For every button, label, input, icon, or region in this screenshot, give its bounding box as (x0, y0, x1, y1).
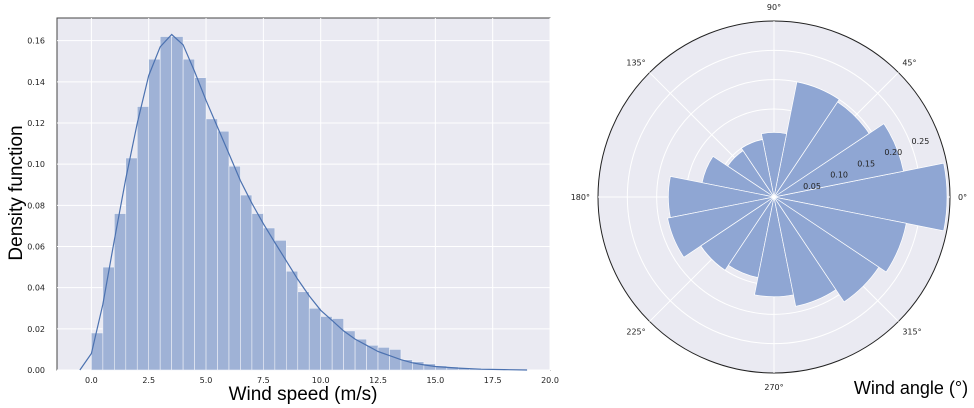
y-tick-label: 0.16 (27, 37, 45, 46)
polar-bar (773, 196, 907, 273)
histogram-bar (102, 266, 115, 371)
radial-tick-label: 0.05 (803, 182, 821, 191)
x-tick-label: 20.0 (541, 376, 559, 385)
x-tick-label: 5.0 (200, 376, 213, 385)
histogram-bar (308, 307, 321, 371)
histogram-bar (194, 77, 207, 371)
histogram-bar (251, 213, 264, 371)
radial-tick-label: 0.20 (884, 148, 902, 157)
angle-label: 90° (767, 3, 781, 12)
histogram-bar (274, 240, 287, 371)
histogram-bar (125, 157, 138, 371)
histogram-bar (389, 349, 402, 371)
histogram-bar (377, 347, 390, 371)
x-tick-label: 0.0 (85, 376, 98, 385)
histogram-bar (114, 213, 127, 371)
angle-label: 270° (764, 383, 783, 392)
histogram-bar (182, 58, 195, 371)
polar-bar (773, 123, 904, 198)
angle-label: 0° (958, 193, 967, 202)
y-tick-label: 0.00 (27, 366, 45, 375)
histogram-bar (343, 330, 356, 371)
y-tick-label: 0.06 (27, 242, 45, 251)
polar-bar (773, 162, 948, 232)
histogram-x-axis-label: Wind speed (m/s) (229, 384, 378, 405)
x-tick-label: 2.5 (142, 376, 155, 385)
angle-label: 135° (626, 59, 645, 68)
histogram-bar (91, 332, 104, 371)
histogram-bar (159, 36, 172, 371)
y-tick-label: 0.12 (27, 119, 45, 128)
angle-label: 180° (571, 193, 590, 202)
angle-label: 315° (902, 327, 921, 336)
histogram-y-axis-label: Density function (6, 125, 27, 260)
histogram-bar (148, 58, 161, 371)
polar-bars (667, 81, 948, 307)
kde-curve (79, 33, 528, 371)
x-tick-label: 15.0 (426, 376, 444, 385)
polar-radial-tick-labels: 0.05 0.10 0.15 0.20 0.25 (803, 137, 929, 191)
radial-tick-label: 0.25 (912, 137, 930, 146)
polar-axis-label: Wind angle (°) (854, 378, 968, 398)
wind-speed-histogram: 0.0 2.5 5.0 7.5 10.0 12.5 15.0 17.5 20.0 0.000.0… (6, 17, 559, 405)
angle-label: 225° (626, 327, 645, 336)
y-tick-label: 0.02 (27, 325, 45, 334)
y-tick-label: 0.04 (27, 284, 45, 293)
x-tick-label: 17.5 (484, 376, 502, 385)
polar-bar (760, 132, 788, 198)
polar-bar (740, 139, 775, 198)
histogram-bar (205, 118, 218, 371)
polar-bar (773, 81, 840, 198)
angle-label: 45° (902, 59, 916, 68)
polar-angle-labels: 0° 45° 90° 135° 180° 225° 270° 315° (571, 3, 967, 392)
histogram-bar (297, 291, 310, 371)
x-tick-label: 12.5 (369, 376, 387, 385)
radial-tick-label: 0.10 (830, 171, 848, 180)
histogram-bar (263, 227, 276, 371)
y-tick-label: 0.10 (27, 160, 45, 169)
radial-tick-label: 0.15 (857, 159, 875, 168)
wind-direction-rose: 0.05 0.10 0.15 0.20 0.25 0° 45° 90° 135° 180° 225… (571, 3, 968, 398)
x-tick-label: 10.0 (312, 376, 330, 385)
x-tick-label: 7.5 (257, 376, 270, 385)
histogram-y-tick-labels: 0.00 0.02 0.04 0.06 0.08 0.10 0.12 0.14 0.16 (27, 37, 45, 375)
histogram-x-tick-labels: 0.0 2.5 5.0 7.5 10.0 12.5 15.0 17.5 20.0 (85, 376, 559, 385)
polar-bar (667, 196, 775, 258)
histogram-bar (171, 36, 184, 371)
histogram-bar (320, 316, 333, 371)
histogram-bar (217, 130, 230, 371)
histogram-bar (240, 194, 253, 371)
histogram-bars (91, 36, 516, 371)
histogram-bar (228, 165, 241, 371)
y-tick-label: 0.08 (27, 201, 45, 210)
y-tick-label: 0.14 (27, 78, 45, 87)
histogram-bar (286, 270, 299, 371)
histogram-bar (136, 106, 150, 371)
polar-bar (700, 196, 775, 271)
